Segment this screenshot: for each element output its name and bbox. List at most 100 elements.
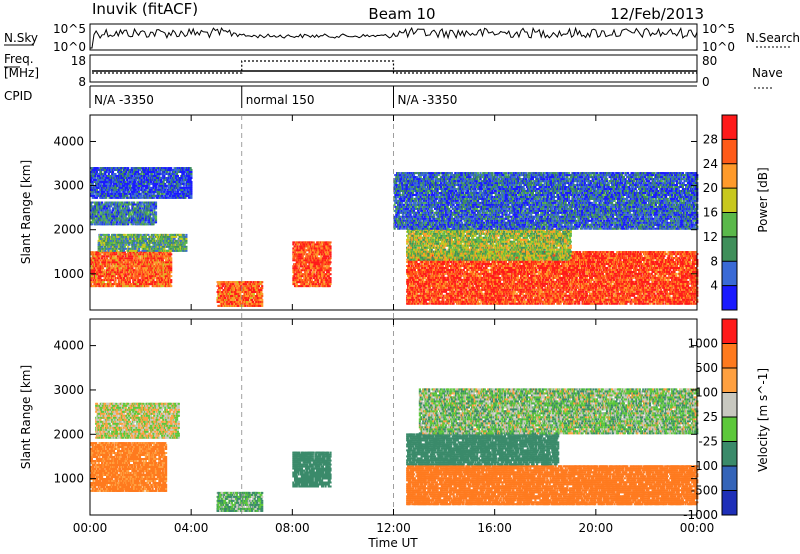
echo-cell	[184, 244, 186, 246]
echo-cell	[156, 275, 158, 277]
echo-cell	[127, 275, 129, 277]
echo-cell	[97, 221, 99, 223]
echo-cell	[116, 250, 118, 252]
radar-summary-figure: Inuvik (fitACF) Beam 10 12/Feb/2013 N.Sk…	[0, 0, 800, 554]
echo-cell	[185, 234, 187, 236]
echo-cell	[152, 279, 154, 281]
echo-cell	[111, 219, 113, 221]
echo-cell	[147, 259, 149, 261]
echo-cell	[133, 242, 135, 244]
echo-cell	[125, 273, 127, 275]
echo-cell	[155, 219, 157, 221]
cpid-row: CPID N/A -3350 normal 150 N/A -3350	[4, 86, 697, 108]
echo-cell	[135, 257, 137, 259]
echo-cell	[155, 211, 157, 213]
nsearch-label: N.Search	[746, 31, 800, 45]
echo-cell	[130, 253, 132, 255]
nsky-panel: N.Sky 10^5 10^0 10^5 10^0 N.Search	[4, 22, 800, 54]
echo-cell	[108, 234, 110, 236]
echo-cell	[112, 209, 114, 211]
echo-cell	[102, 209, 104, 211]
echo-cell	[140, 204, 142, 206]
echo-cell	[148, 238, 150, 240]
echo-cell	[152, 236, 154, 238]
echo-cell	[155, 204, 157, 206]
echo-cell	[147, 211, 149, 213]
echo-cell	[153, 277, 155, 279]
echo-cell	[156, 253, 158, 255]
echo-cell	[149, 215, 151, 217]
echo-cell	[135, 246, 137, 248]
echo-cell	[185, 248, 187, 250]
echo-cell	[148, 244, 150, 246]
echo-cell	[152, 263, 154, 265]
echo-cell	[127, 205, 129, 207]
echo-cell	[157, 261, 159, 263]
echo-cell	[104, 250, 106, 252]
echo-cell	[152, 219, 154, 221]
echo-cell	[170, 253, 172, 255]
nave-tick-bottom: 0	[702, 75, 710, 89]
echo-cell	[109, 209, 111, 211]
echo-cell	[111, 265, 113, 267]
freq-unit-label: [MHz]	[4, 66, 39, 80]
echo-cell	[137, 277, 139, 279]
echo-cell	[170, 259, 172, 261]
echo-cell	[143, 242, 145, 244]
echo-cell	[147, 285, 149, 287]
echo-cell	[100, 236, 102, 238]
echo-cell	[170, 257, 172, 259]
echo-cell	[168, 277, 170, 279]
echo-cell	[139, 279, 141, 281]
echo-cell	[104, 255, 106, 257]
echo-cell	[149, 211, 151, 213]
echo-cell	[101, 265, 103, 267]
nave-label: Nave	[752, 66, 783, 80]
date-title: 12/Feb/2013	[610, 5, 704, 23]
echo-cell	[127, 246, 129, 248]
echo-cell	[101, 246, 103, 248]
echo-cell	[95, 285, 97, 287]
echo-cell	[164, 244, 166, 246]
nsky-label: N.Sky	[4, 31, 38, 45]
freq-tick-bottom: 8	[78, 75, 86, 89]
echo-cell	[127, 261, 129, 263]
echo-cell	[169, 255, 171, 257]
echo-cell	[170, 269, 172, 271]
echo-cell	[185, 236, 187, 238]
echo-cell	[132, 205, 134, 207]
echo-cell	[135, 267, 137, 269]
echo-cell	[128, 202, 130, 204]
echo-cell	[155, 213, 157, 215]
echo-cell	[93, 217, 95, 219]
echo-cell	[121, 261, 123, 263]
echo-cell	[120, 207, 122, 209]
echo-cell	[160, 244, 162, 246]
echo-cell	[147, 234, 149, 236]
echo-cell	[125, 215, 127, 217]
echo-cell	[129, 279, 131, 281]
beam-title: Beam 10	[368, 5, 435, 23]
echo-cell	[183, 234, 185, 236]
echo-cell	[170, 265, 172, 267]
echo-cell	[154, 271, 156, 273]
echo-cell	[185, 246, 187, 248]
echo-cell	[102, 267, 104, 269]
echo-cell	[106, 257, 108, 259]
echo-cell	[114, 275, 116, 277]
echo-cell	[131, 213, 133, 215]
echo-cell	[109, 263, 111, 265]
echo-cell	[131, 257, 133, 259]
echo-cell	[138, 257, 140, 259]
freq-panel: Freq. [MHz] 18 8 80 0 Nave	[4, 52, 783, 89]
echo-cell	[145, 236, 147, 238]
echo-cell	[112, 277, 114, 279]
echo-cell	[121, 202, 123, 204]
echo-cell	[138, 248, 140, 250]
echo-cell	[131, 267, 133, 269]
echo-cell	[128, 219, 130, 221]
echo-cell	[94, 213, 96, 215]
echo-cell	[135, 269, 137, 271]
echo-cell	[103, 281, 105, 283]
